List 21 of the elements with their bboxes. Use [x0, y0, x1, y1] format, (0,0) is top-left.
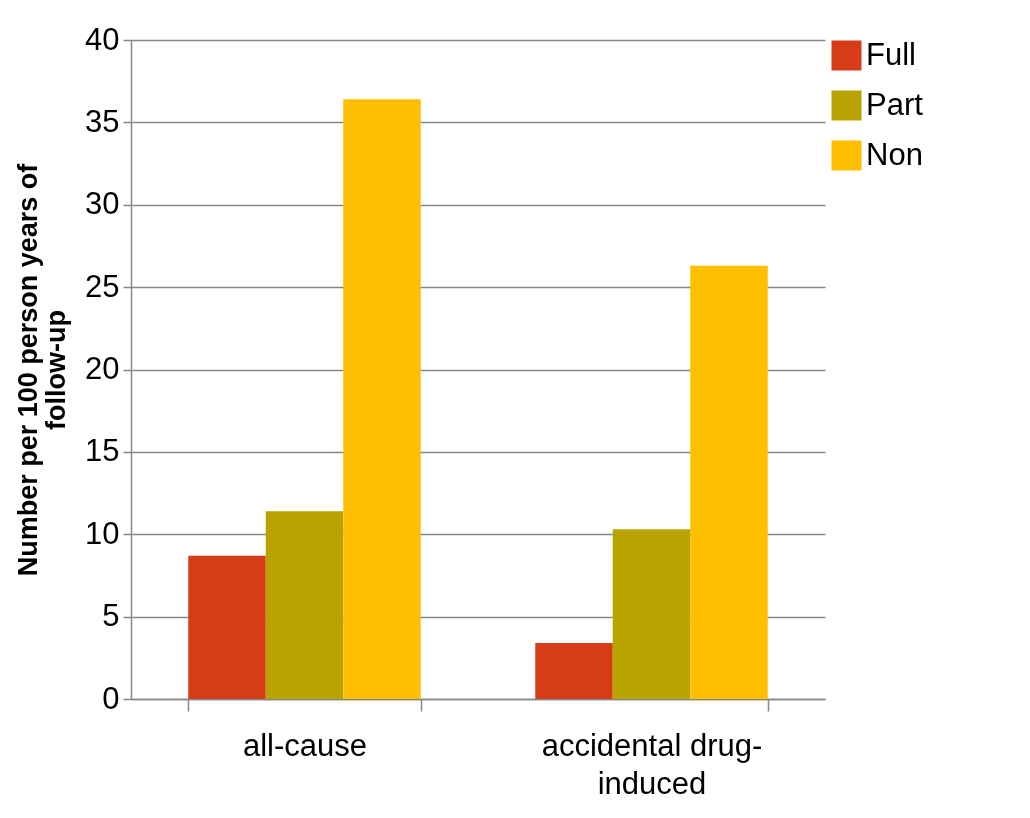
y-axis-title: Number per 100 person years of follow-up — [13, 162, 72, 577]
y-tick-label: 25 — [85, 268, 120, 304]
legend-label: Full — [866, 36, 916, 72]
legend-label: Part — [866, 86, 924, 122]
bar — [265, 511, 344, 699]
y-tick-label: 15 — [85, 433, 120, 469]
y-tick-label: 30 — [85, 186, 120, 222]
y-tick-label: 5 — [102, 598, 120, 634]
x-tick-label: accidental drug-induced — [541, 727, 763, 801]
bar — [690, 265, 768, 699]
bar — [612, 529, 691, 699]
y-tick-label: 35 — [85, 103, 120, 139]
y-tick-label: 0 — [102, 680, 120, 716]
y-tick-label: 20 — [85, 351, 120, 386]
x-tick-label: all-cause — [242, 727, 368, 763]
y-tick-label: 10 — [85, 515, 120, 551]
legend-label: Non — [866, 136, 923, 172]
bar — [343, 99, 421, 699]
y-tick-label: 40 — [85, 21, 120, 57]
bar — [188, 555, 266, 699]
bar — [535, 642, 613, 699]
